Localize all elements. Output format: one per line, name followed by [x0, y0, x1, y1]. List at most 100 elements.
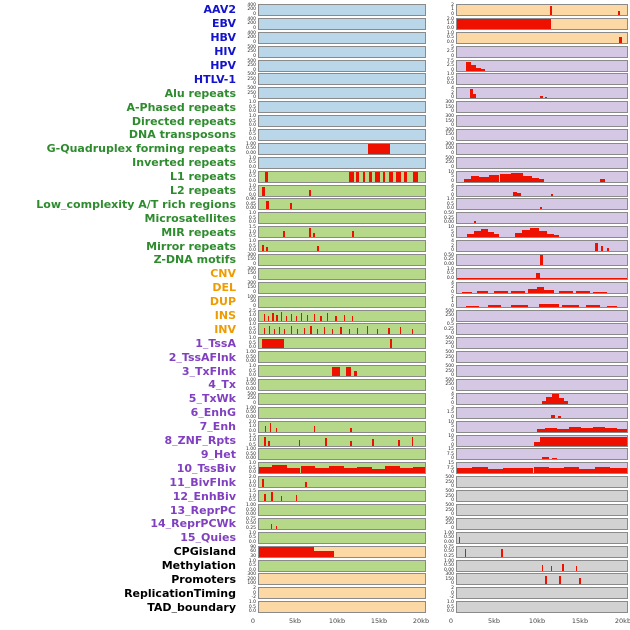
data-bar	[287, 468, 301, 474]
data-bar	[350, 428, 352, 432]
data-bar	[262, 338, 284, 349]
track-panel-left	[258, 45, 426, 58]
y-tick-label: 1.00	[245, 447, 256, 453]
track-label: DUP	[209, 296, 236, 308]
data-bar	[593, 291, 607, 293]
y-tick-label: 0.50	[245, 410, 256, 416]
y-axis-ticks: 500 250 0	[434, 490, 456, 503]
track-panel-left	[258, 59, 426, 72]
y-tick-label: 0.5	[248, 160, 256, 166]
x-tick-label: 20kb	[412, 617, 430, 626]
y-tick-label: 1.0	[248, 424, 256, 430]
data-bar	[593, 426, 605, 432]
track-label: CPGisland	[173, 546, 236, 558]
data-bar	[617, 11, 620, 15]
y-tick-label: 500	[445, 350, 454, 356]
y-tick-label: 0.5	[248, 234, 256, 240]
data-bar	[606, 305, 617, 307]
y-tick-label: 0.5	[446, 604, 454, 610]
track-panel-left	[258, 31, 426, 44]
y-tick-label: 2	[451, 90, 454, 96]
data-bar	[270, 523, 273, 529]
y-tick-label: 0	[253, 81, 256, 87]
data-bar	[470, 176, 480, 182]
track-panel-right	[456, 378, 628, 391]
data-bar	[551, 414, 555, 418]
track-row: Promoters 300 200 100 300 150 0	[0, 573, 630, 587]
data-bar	[264, 426, 267, 432]
data-bar	[538, 179, 544, 182]
y-axis-ticks: 1.0 0.5 0.0	[241, 323, 258, 336]
data-bar	[511, 304, 529, 307]
track-label: EBV	[212, 18, 236, 30]
y-tick-label: 0	[253, 400, 256, 406]
y-tick-label: 0.0	[248, 345, 256, 351]
track-panel-left	[258, 504, 426, 516]
data-bar	[278, 327, 281, 335]
y-tick-label: 4	[451, 391, 454, 397]
track-label: DNA transposons	[128, 129, 236, 141]
track-row: 4_Tx 1.00 0.50 0.00 500 250 0	[0, 378, 630, 392]
track-label: 14_ReprPCWk	[150, 518, 236, 530]
y-tick-label: 0.0	[248, 567, 256, 573]
y-tick-label: 250	[247, 76, 256, 82]
y-axis-ticks: 1.0 0.5 0.0	[434, 198, 456, 211]
data-bar	[559, 398, 565, 404]
y-tick-label: 0.00	[245, 206, 256, 212]
y-tick-label: 0.5	[248, 498, 256, 504]
track-panel-right	[456, 101, 628, 114]
track-row: 12_EnhBiv 1.5 1.0 0.5 500 250 0	[0, 489, 630, 503]
y-tick-label: 1.0	[446, 21, 454, 27]
data-bar	[545, 97, 548, 99]
y-tick-label: 500	[445, 503, 454, 508]
y-tick-label: 0	[451, 303, 454, 309]
track-panel-left	[258, 378, 426, 391]
y-tick-label: 0	[451, 525, 454, 531]
y-axis-ticks: 300 150 0	[434, 101, 456, 114]
x-tick-label: 5kb	[487, 617, 501, 626]
y-tick-label: 0.5	[248, 535, 256, 541]
data-bar	[259, 547, 314, 557]
y-tick-label: 2	[451, 294, 454, 300]
y-axis-ticks: 1.0 0.5 0.0	[241, 212, 258, 225]
data-bar	[533, 442, 541, 446]
data-bar	[262, 245, 265, 252]
y-tick-label: 0	[451, 442, 454, 448]
y-tick-label: 1.0	[248, 438, 256, 444]
y-axis-ticks: 300 150 0	[241, 281, 258, 294]
data-bar	[411, 328, 414, 335]
track-panel-left	[258, 531, 426, 544]
x-tick-label: 10kb	[328, 617, 346, 626]
data-bar	[325, 437, 328, 446]
data-bar	[487, 305, 502, 307]
data-bar	[366, 326, 369, 335]
y-tick-label: 0	[451, 590, 454, 596]
y-tick-label: 250	[247, 90, 256, 96]
y-tick-label: 0.50	[245, 507, 256, 513]
track-label: 9_Het	[200, 448, 236, 460]
data-bar	[400, 467, 414, 474]
y-axis-ticks: 500 250 0	[434, 378, 456, 391]
y-tick-label: 0.5	[446, 201, 454, 207]
track-row: TAD_boundary 1.0 0.5 0.0 1.0 0.5 0.0	[0, 600, 630, 614]
y-tick-label: 0.00	[443, 261, 454, 267]
y-tick-label: 0	[451, 248, 454, 254]
x-tick-label: 5kb	[288, 617, 302, 626]
track-label: Mirror repeats	[146, 240, 236, 252]
data-bar	[312, 232, 315, 238]
track-label: 2_TssAFlnk	[168, 351, 236, 363]
data-bar	[389, 172, 393, 182]
y-tick-label: 10	[448, 169, 454, 175]
y-tick-label: -2	[449, 595, 455, 601]
data-bar	[285, 315, 287, 321]
y-tick-label: 2.0	[248, 419, 256, 425]
y-tick-label: 90	[250, 544, 256, 550]
y-axis-ticks: 15 7.5 0	[434, 462, 456, 475]
y-axis-ticks: 400 200 0	[241, 3, 258, 16]
y-tick-label: 4	[451, 86, 454, 92]
data-bar	[464, 548, 467, 557]
track-panel-left	[258, 87, 426, 100]
track-row: 7_Enh 2.0 1.0 0.0 10 5 0	[0, 420, 630, 434]
track-row: CPGisland 90 60 30 0.75 0.50 0.25	[0, 545, 630, 559]
